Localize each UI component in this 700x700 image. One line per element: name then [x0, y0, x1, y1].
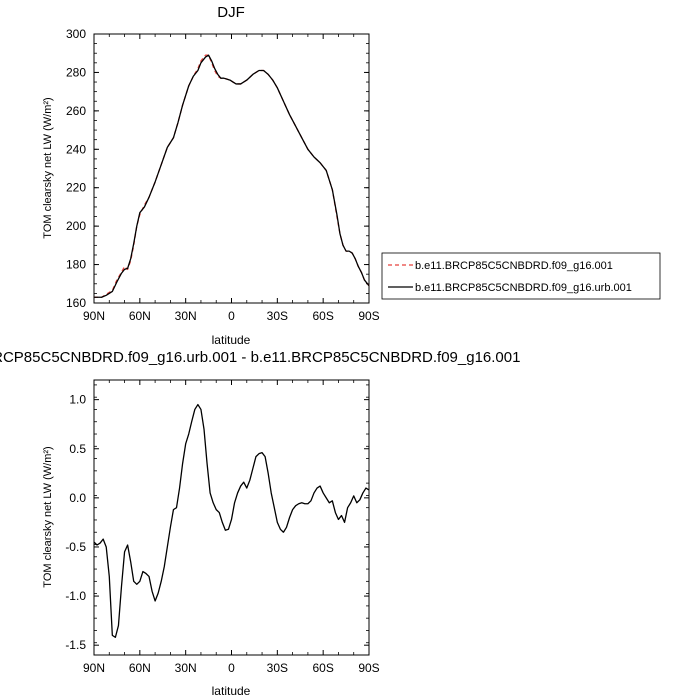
top-y-tick-label: 160: [66, 296, 86, 310]
top-y-tick-label: 260: [66, 104, 86, 118]
top-x-tick-label: 30N: [175, 309, 197, 323]
bottom-chart-title: b.e11.BRCP85C5CNBDRD.f09_g16.urb.001 - b…: [0, 349, 520, 366]
top-y-tick-label: 240: [66, 142, 86, 156]
bottom-panel: b.e11.BRCP85C5CNBDRD.f09_g16.urb.001 - b…: [0, 349, 520, 698]
bottom-y-tick-label: -1.0: [65, 589, 86, 603]
top-x-tick-label: 90N: [83, 309, 105, 323]
bottom-x-axis-label: latitude: [212, 684, 251, 698]
legend-entry-1: b.e11.BRCP85C5CNBDRD.f09_g16.urb.001: [415, 282, 632, 294]
top-y-axis-label: TOM clearsky net LW (W/m²): [42, 97, 54, 238]
bottom-y-tick-label: -0.5: [65, 540, 86, 554]
bottom-x-tick-label: 90S: [358, 661, 379, 675]
legend-box: [381, 252, 661, 300]
legend: b.e11.BRCP85C5CNBDRD.f09_g16.001 b.e11.B…: [381, 252, 661, 300]
top-series-lines: [94, 54, 370, 298]
top-x-tick-label: 60N: [129, 309, 151, 323]
top-y-tick-label: 220: [66, 181, 86, 195]
bottom-x-tick-label: 60N: [129, 661, 151, 675]
top-axis-ticks: 90N 60N 30N 0 30S 60S 90S 160 180 200 220 240 260 280…: [66, 27, 380, 323]
bottom-x-tick-label: 90N: [83, 661, 105, 675]
top-x-tick-label: 0: [228, 309, 235, 323]
legend-entry-0: b.e11.BRCP85C5CNBDRD.f09_g16.001: [415, 260, 613, 272]
top-y-tick-label: 180: [66, 258, 86, 272]
bottom-y-tick-label: 1.0: [69, 393, 86, 407]
top-x-axis-label: latitude: [212, 333, 251, 347]
top-y-tick-label: 300: [66, 27, 86, 41]
bottom-y-tick-label: 0.5: [69, 442, 86, 456]
top-x-tick-label: 60S: [312, 309, 333, 323]
top-y-tick-label: 200: [66, 219, 86, 233]
bottom-y-tick-label: 0.0: [69, 491, 86, 505]
top-x-tick-label: 90S: [358, 309, 379, 323]
bottom-x-tick-label: 30N: [175, 661, 197, 675]
bottom-series-lines: [93, 403, 370, 638]
top-series-line-1: [94, 54, 370, 298]
top-panel: DJF 90N 60N 30N 0 30S 60S 90S 160 180 200 220 240 26…: [42, 4, 380, 347]
top-plot-frame: [93, 33, 370, 304]
top-x-tick-label: 30S: [267, 309, 288, 323]
top-y-tick-label: 280: [66, 65, 86, 79]
bottom-y-axis-label: TOM clearsky net LW (W/m²): [42, 446, 54, 587]
bottom-series-line-0: [93, 403, 370, 638]
bottom-x-tick-label: 60S: [312, 661, 333, 675]
bottom-x-tick-label: 0: [228, 661, 235, 675]
top-chart-title: DJF: [217, 4, 245, 21]
bottom-axis-ticks: 90N 60N 30N 0 30S 60S 90S -1.5 -1.0 -0.5 0.0 0.5 1.0: [65, 380, 380, 675]
bottom-x-tick-label: 30S: [267, 661, 288, 675]
bottom-y-tick-label: -1.5: [65, 638, 86, 652]
